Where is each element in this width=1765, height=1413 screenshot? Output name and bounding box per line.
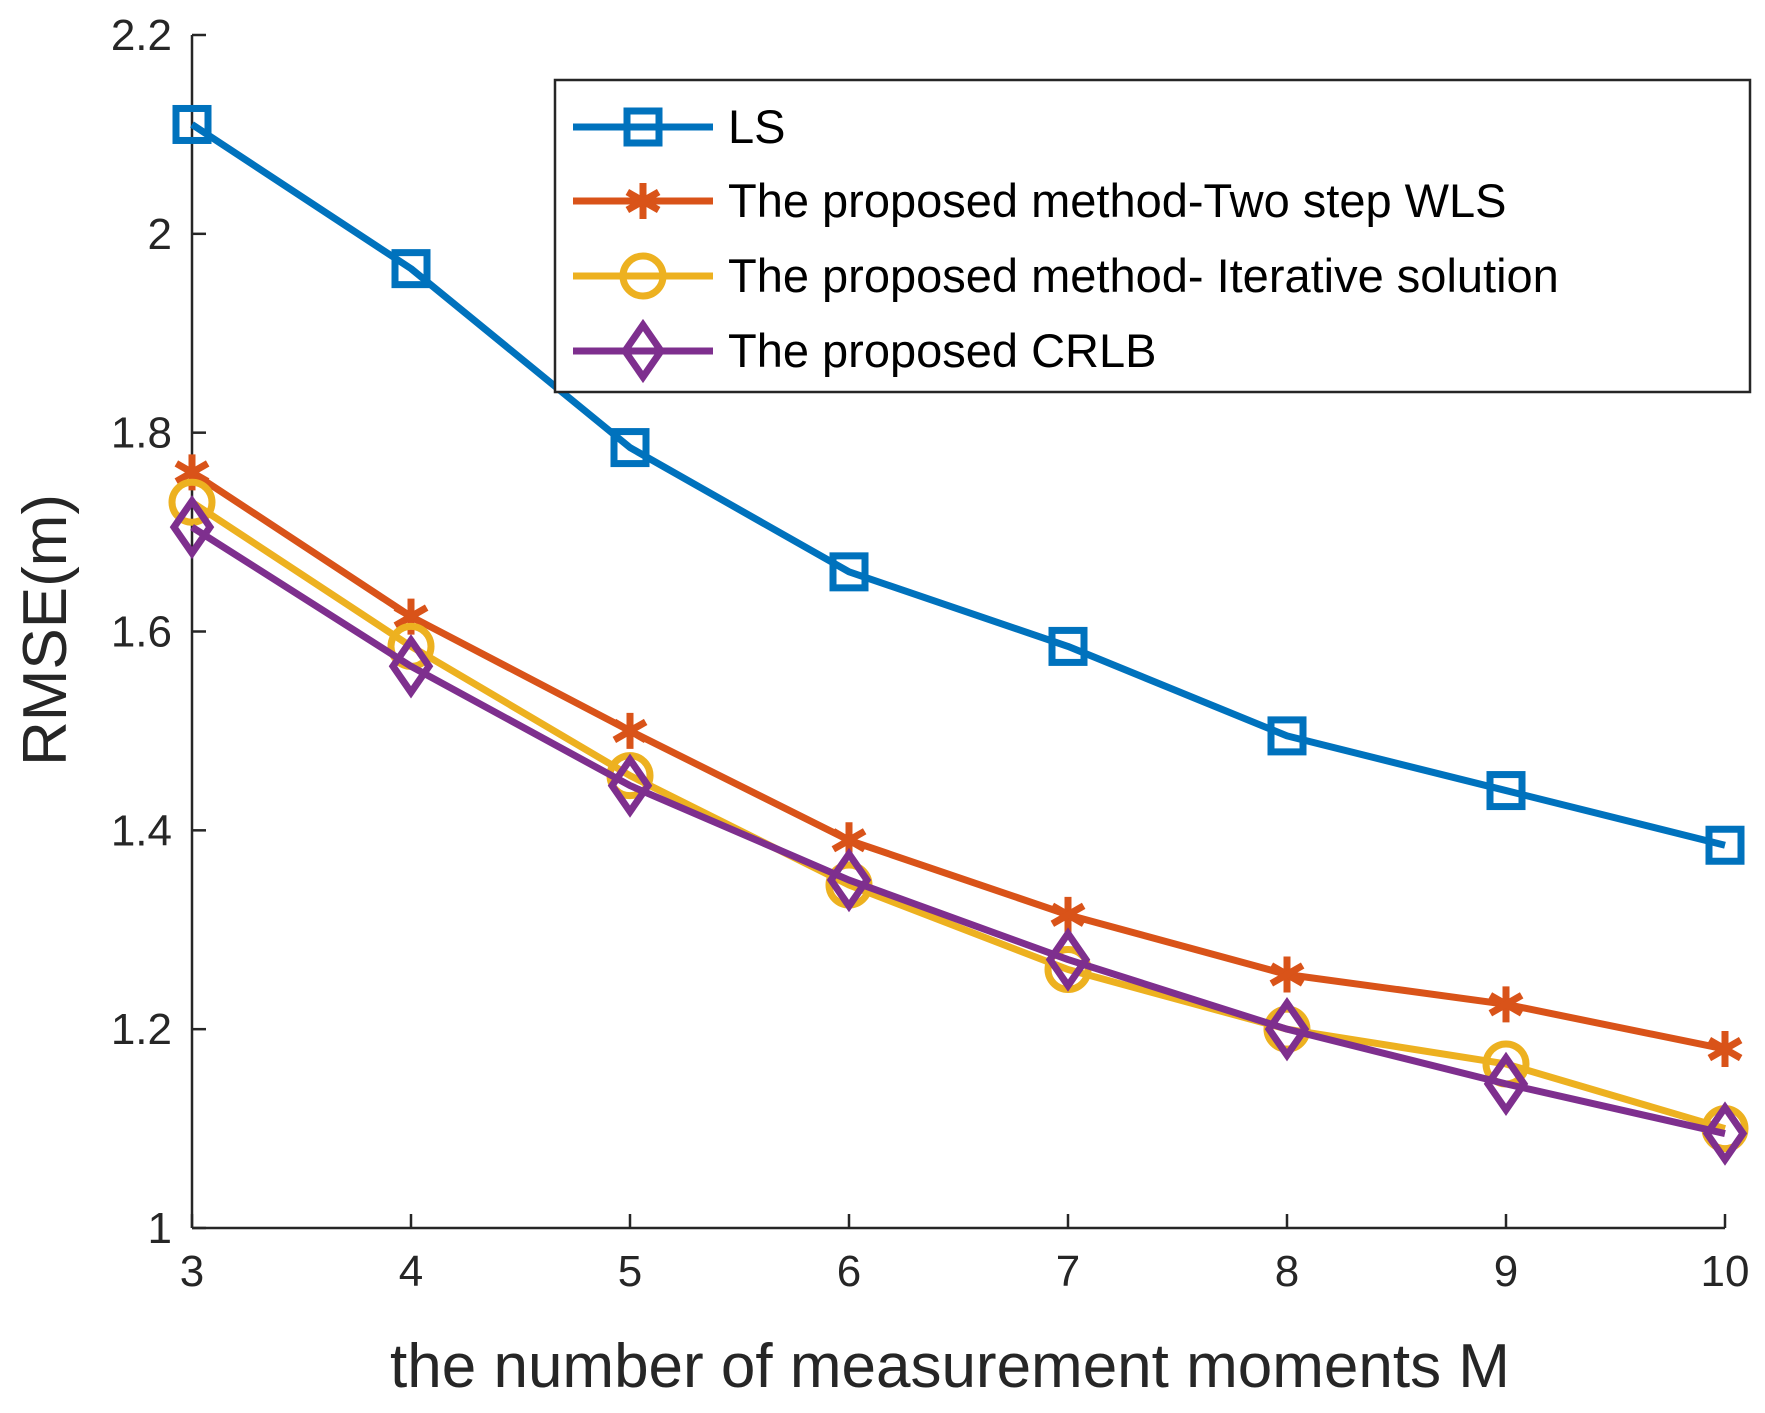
- diamond-marker: [607, 753, 653, 818]
- asterisk-marker: [625, 183, 661, 219]
- y-tick-label: 1.2: [111, 1005, 172, 1054]
- asterisk-marker: [612, 712, 648, 749]
- square-marker: [1486, 771, 1526, 811]
- series-line: [190, 499, 1726, 1132]
- y-tick-label: 1.6: [111, 608, 172, 657]
- diamond-marker: [388, 634, 434, 699]
- legend-label: The proposed CRLB: [728, 324, 1156, 377]
- asterisk-marker: [1050, 896, 1086, 933]
- square-marker: [623, 107, 663, 147]
- diamond-marker: [826, 847, 872, 913]
- legend-entry: The proposed method- Iterative solution: [573, 249, 1559, 302]
- y-tick-label: 1: [148, 1204, 172, 1253]
- x-ticks: 3 4 5 6 7 8 9 10: [180, 1214, 1750, 1296]
- series-line: [190, 469, 1726, 1053]
- square-marker: [1267, 716, 1307, 756]
- x-tick-label: 4: [399, 1247, 423, 1296]
- y-axis-title: RMSE(m): [11, 494, 80, 766]
- square-marker: [1048, 626, 1088, 666]
- diamond-marker: [1702, 1101, 1748, 1166]
- series-layer: [168, 104, 1749, 1166]
- square-marker: [829, 552, 869, 592]
- y-tick-label: 2: [148, 210, 172, 259]
- x-tick-label: 5: [618, 1247, 642, 1296]
- diamond-marker: [1264, 997, 1310, 1062]
- y-tick-label: 2.2: [111, 11, 172, 60]
- series-line: [190, 524, 1726, 1137]
- x-tick-label: 8: [1275, 1247, 1299, 1296]
- x-tick-label: 7: [1056, 1247, 1080, 1296]
- legend-entry: The proposed method-Two step WLS: [573, 174, 1507, 227]
- y-tick-label: 1.8: [111, 409, 172, 458]
- axes: 1 1.2 1.4 1.6 1.8 2 2.2 3 4 5 6 7 8 9 10: [111, 11, 1750, 1296]
- series-0: [172, 104, 1745, 865]
- asterisk-marker: [1269, 956, 1305, 993]
- legend: LS The proposed method-Two step WLS The pr…: [553, 78, 1752, 394]
- x-tick-label: 9: [1494, 1247, 1518, 1296]
- legend-entry: LS: [573, 100, 786, 153]
- asterisk-marker: [1488, 986, 1524, 1023]
- series-3: [169, 494, 1748, 1166]
- legend-entry: The proposed CRLB: [573, 318, 1156, 384]
- diamond-marker: [620, 318, 666, 384]
- diamond-marker: [1045, 927, 1091, 992]
- legend-label: The proposed method- Iterative solution: [728, 249, 1559, 302]
- square-marker: [610, 428, 650, 468]
- legend-label: LS: [728, 100, 786, 153]
- y-ticks: 1 1.2 1.4 1.6 1.8 2 2.2: [111, 11, 206, 1253]
- series-line: [190, 121, 1726, 849]
- asterisk-marker: [1707, 1031, 1743, 1068]
- x-tick-label: 10: [1701, 1247, 1750, 1296]
- legend-box: [553, 78, 1752, 394]
- circle-marker: [619, 252, 667, 300]
- x-tick-label: 3: [180, 1247, 204, 1296]
- square-marker: [1705, 825, 1745, 865]
- legend-label: The proposed method-Two step WLS: [728, 174, 1507, 227]
- circle-marker: [168, 478, 216, 526]
- x-tick-label: 6: [837, 1247, 861, 1296]
- x-axis-title: the number of measurement moments M: [390, 1332, 1510, 1401]
- diamond-marker: [1483, 1051, 1529, 1116]
- square-marker: [172, 104, 212, 144]
- square-marker: [391, 249, 431, 289]
- diamond-marker: [169, 494, 215, 560]
- legend-entries: LS The proposed method-Two step WLS The pr…: [573, 100, 1559, 384]
- y-tick-label: 1.4: [111, 806, 172, 855]
